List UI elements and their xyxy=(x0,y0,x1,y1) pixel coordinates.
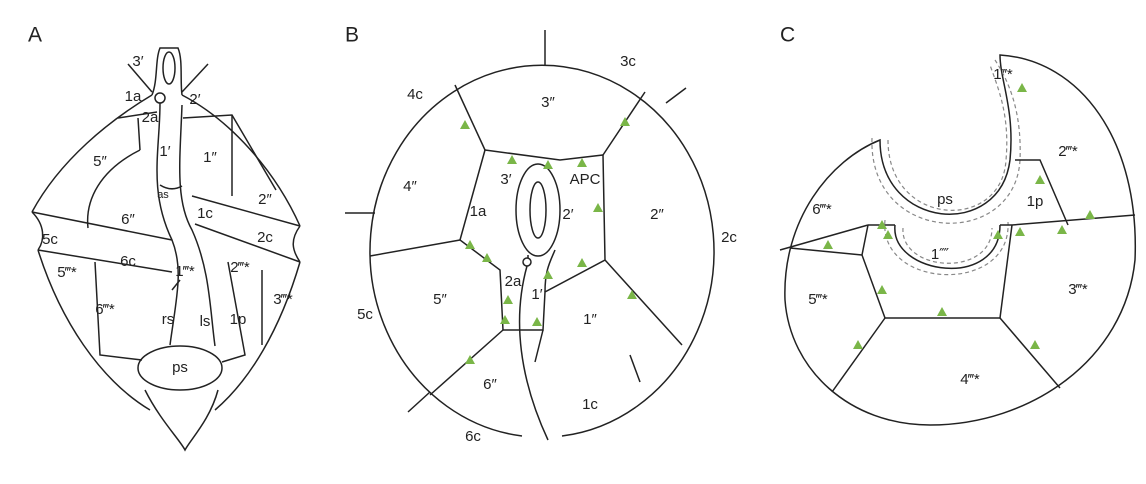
plate-label: 3″ xyxy=(541,94,555,111)
plate-label: 3‴* xyxy=(1068,281,1088,298)
plate-label: ps xyxy=(172,359,188,376)
plate-label: 6″ xyxy=(483,376,497,393)
plate-label: 1‴* xyxy=(993,66,1013,83)
plate-label: 5″ xyxy=(93,153,107,170)
plate-label: rs xyxy=(162,311,175,328)
plate-label: 4″ xyxy=(403,178,417,195)
plate-label: ls xyxy=(200,313,211,330)
panel-label: A xyxy=(28,24,42,47)
plate-label: as xyxy=(157,189,169,201)
plate-label: 1‴* xyxy=(175,263,195,280)
plate-label: 1p xyxy=(1027,193,1044,210)
plate-label: 3‴* xyxy=(273,291,293,308)
plate-label: 2‴* xyxy=(230,259,250,276)
plate-label: 6‴* xyxy=(95,301,115,318)
plate-label: 1c xyxy=(197,205,213,222)
plate-label: 6‴* xyxy=(812,201,832,218)
plate-label: 2c xyxy=(721,229,737,246)
plate-label: 2c xyxy=(257,229,273,246)
plate-label: 1⁗ xyxy=(931,246,949,263)
plate-label: 5c xyxy=(42,231,58,248)
plate-label: 5‴* xyxy=(57,264,77,281)
plate-label: 2″ xyxy=(650,206,664,223)
plate-label: 3c xyxy=(620,53,636,70)
plate-label: 1c xyxy=(582,396,598,413)
plate-label: 5‴* xyxy=(808,291,828,308)
plate-label: 6″ xyxy=(121,211,135,228)
plate-outline xyxy=(0,0,1146,484)
plate-label: 1″ xyxy=(583,311,597,328)
plate-label: 3′ xyxy=(132,53,143,70)
plate-label: 2a xyxy=(505,273,522,290)
plate-label: 2″ xyxy=(258,191,272,208)
plate-label: 1p xyxy=(230,311,247,328)
plate-label: 3′ xyxy=(500,171,511,188)
plate-label: 2‴* xyxy=(1058,143,1078,160)
plate-label: APC xyxy=(570,171,601,188)
plate-label: 2a xyxy=(142,109,159,126)
panel-label: B xyxy=(345,24,359,47)
plate-label: 4‴* xyxy=(960,371,980,388)
plate-label: 1″ xyxy=(203,149,217,166)
plate-label: 1′ xyxy=(159,143,170,160)
plate-label: 6c xyxy=(465,428,481,445)
panel-label: C xyxy=(780,24,795,47)
plate-label: ps xyxy=(937,191,953,208)
plate-label: 1a xyxy=(470,203,487,220)
plate-label: 2′ xyxy=(189,91,200,108)
plate-label: 6c xyxy=(120,253,136,270)
plate-label: 1a xyxy=(125,88,142,105)
plate-label: 2′ xyxy=(562,206,573,223)
plate-label: 1′ xyxy=(531,286,542,303)
plate-label: 4c xyxy=(407,86,423,103)
plate-label: 5c xyxy=(357,306,373,323)
figure: A3′1a2a2′1′1″5″2″as6″1c5c2c6c1‴*2‴*5‴*3‴… xyxy=(0,0,1146,484)
plate-label: 5″ xyxy=(433,291,447,308)
